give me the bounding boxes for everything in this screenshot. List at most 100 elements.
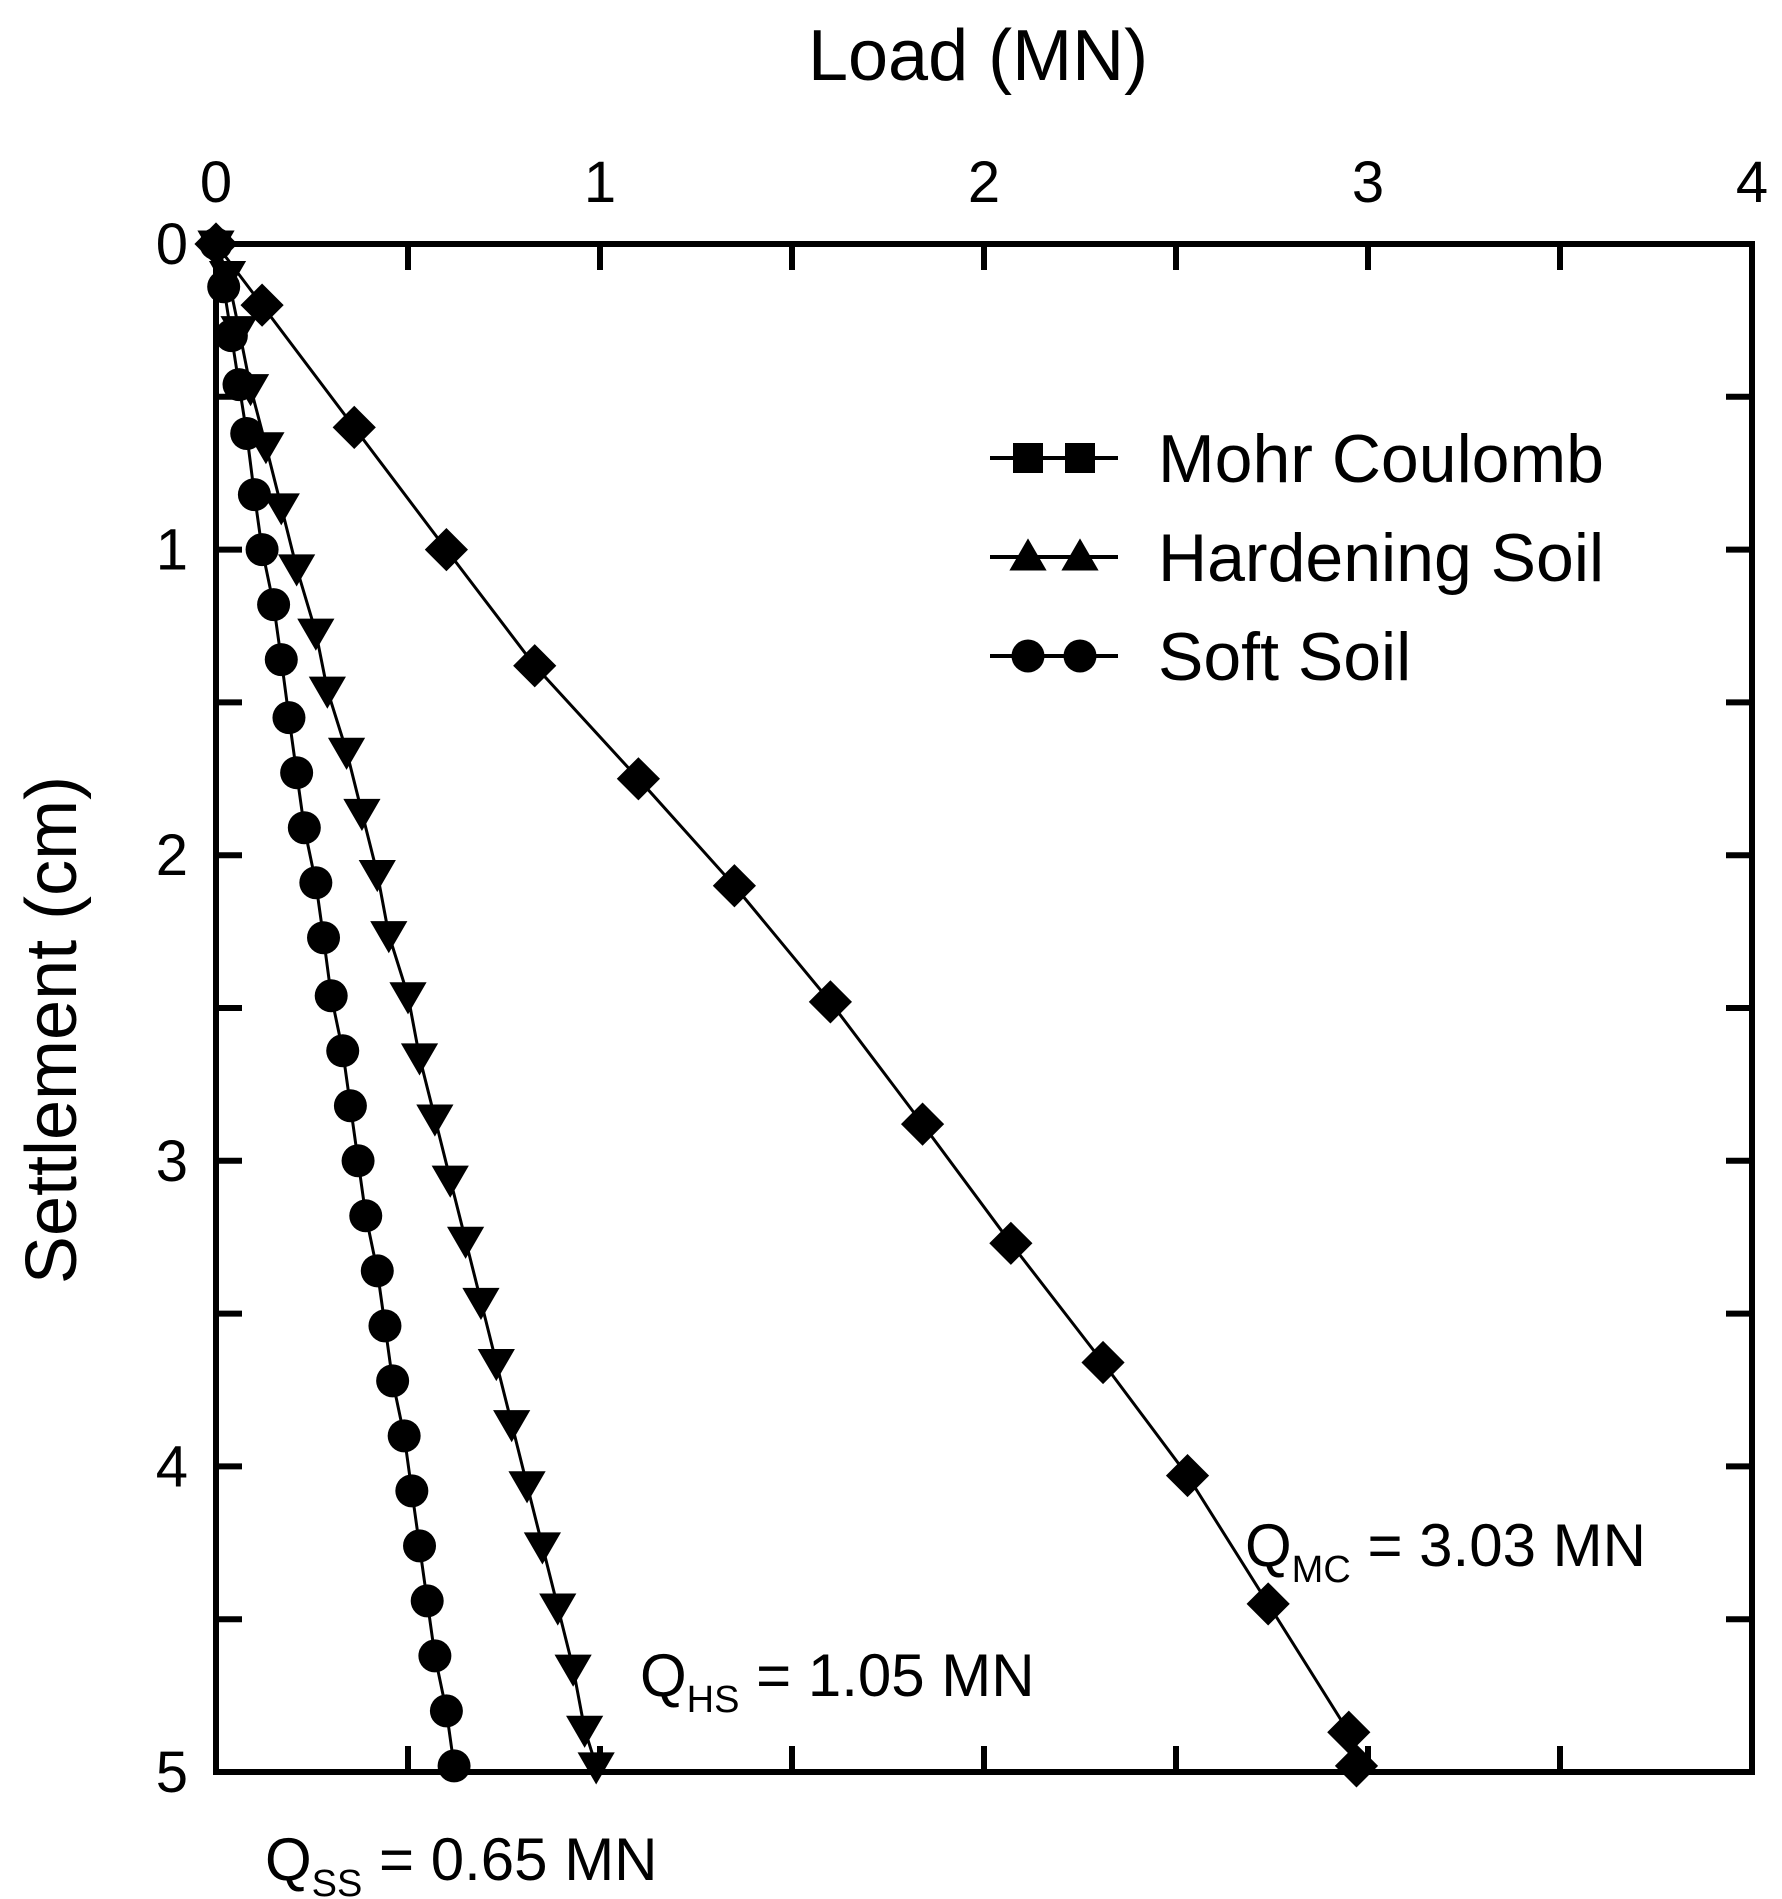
legend-entry-mohr-coulomb: Mohr Coulomb xyxy=(990,421,1604,497)
data-point-soft-soil xyxy=(418,1639,452,1673)
data-point-soft-soil xyxy=(230,416,264,450)
capacity-annotation: QSS = 0.65 MN xyxy=(265,1826,658,1899)
data-point-hardening-soil xyxy=(462,1287,500,1320)
data-point-hardening-soil xyxy=(566,1715,604,1748)
data-point-mohr-coulomb xyxy=(989,1221,1033,1265)
data-point-hardening-soil xyxy=(477,1348,515,1382)
x-tick-label: 2 xyxy=(968,150,1000,215)
data-point-hardening-soil xyxy=(358,860,396,893)
data-point-soft-soil xyxy=(437,1749,471,1783)
data-point-hardening-soil xyxy=(297,618,335,651)
y-axis-title: Settlement (cm) xyxy=(12,776,92,1284)
y-tick-label: 1 xyxy=(156,518,188,583)
data-point-soft-soil xyxy=(287,811,321,845)
data-point-soft-soil xyxy=(333,1089,367,1123)
y-tick-label: 3 xyxy=(156,1129,188,1194)
legend-marker-mohr-coulomb xyxy=(1013,443,1043,473)
annotation-symbol: Q xyxy=(265,1826,312,1893)
legend-label-hardening-soil: Hardening Soil xyxy=(1158,520,1604,596)
data-point-mohr-coulomb xyxy=(1165,1453,1210,1498)
data-point-soft-soil xyxy=(280,756,314,790)
data-point-hardening-soil xyxy=(554,1654,592,1687)
data-point-hardening-soil xyxy=(416,1104,454,1137)
data-point-hardening-soil xyxy=(389,982,427,1015)
series-layer xyxy=(194,222,1379,1788)
data-point-mohr-coulomb xyxy=(712,864,756,908)
data-point-soft-soil xyxy=(314,979,348,1013)
series-soft-soil xyxy=(199,227,471,1783)
data-point-mohr-coulomb xyxy=(616,757,660,801)
y-tick-label: 4 xyxy=(156,1434,188,1499)
annotation-symbol: Q xyxy=(1245,1512,1292,1579)
data-point-soft-soil xyxy=(395,1474,429,1508)
annotation-value: = 3.03 MN xyxy=(1351,1512,1646,1579)
data-point-hardening-soil xyxy=(278,554,316,587)
legend-entry-soft-soil: Soft Soil xyxy=(990,619,1411,695)
data-point-soft-soil xyxy=(207,270,241,304)
data-point-soft-soil xyxy=(360,1254,394,1288)
legend-entry-hardening-soil: Hardening Soil xyxy=(990,520,1604,596)
y-tick-label: 2 xyxy=(156,823,188,888)
annotation-value: = 1.05 MN xyxy=(739,1642,1034,1709)
data-point-soft-soil xyxy=(245,533,279,567)
annotation-subscript: HS xyxy=(687,1679,740,1721)
capacity-annotation: QHS = 1.05 MN xyxy=(640,1642,1035,1721)
data-point-mohr-coulomb xyxy=(1334,1744,1379,1788)
x-tick-label: 3 xyxy=(1352,150,1384,215)
data-point-soft-soil xyxy=(410,1584,444,1618)
data-point-mohr-coulomb xyxy=(1246,1582,1290,1626)
annotation-symbol: Q xyxy=(640,1642,687,1709)
data-point-hardening-soil xyxy=(539,1593,577,1626)
data-point-soft-soil xyxy=(387,1419,421,1453)
data-point-hardening-soil xyxy=(308,676,346,709)
y-tick-label: 5 xyxy=(156,1740,188,1805)
plot-frame xyxy=(213,241,1755,1775)
annotation-subscript: SS xyxy=(312,1863,363,1899)
x-tick-label: 0 xyxy=(200,150,232,215)
data-point-mohr-coulomb xyxy=(900,1102,945,1146)
data-point-hardening-soil xyxy=(493,1410,531,1443)
legend-marker-mohr-coulomb xyxy=(1065,443,1095,473)
data-point-soft-soil xyxy=(349,1199,383,1233)
x-axis-title: Load (MN) xyxy=(808,16,1148,96)
data-point-mohr-coulomb xyxy=(424,528,468,572)
x-tick-label: 4 xyxy=(1736,150,1768,215)
data-point-mohr-coulomb xyxy=(513,644,557,688)
data-point-soft-soil xyxy=(326,1034,360,1068)
data-point-soft-soil xyxy=(376,1364,410,1398)
data-point-hardening-soil xyxy=(447,1226,485,1259)
data-point-mohr-coulomb xyxy=(808,980,852,1024)
y-tick-label: 0 xyxy=(156,212,188,277)
data-point-soft-soil xyxy=(237,478,271,512)
data-point-soft-soil xyxy=(429,1694,463,1728)
data-point-soft-soil xyxy=(222,368,256,402)
data-point-soft-soil xyxy=(403,1529,437,1563)
legend: Mohr Coulomb Hardening Soil Soft Soil xyxy=(990,421,1604,695)
tick-labels-layer: 0 1 2 3 4 0 1 2 3 4 5 xyxy=(156,150,1768,1805)
data-point-mohr-coulomb xyxy=(1081,1340,1125,1385)
data-point-soft-soil xyxy=(264,643,298,677)
data-point-hardening-soil xyxy=(343,798,381,832)
data-point-soft-soil xyxy=(307,921,341,955)
legend-marker-soft-soil xyxy=(1011,639,1045,673)
data-point-soft-soil xyxy=(299,866,333,900)
data-point-hardening-soil xyxy=(400,1043,439,1076)
data-point-hardening-soil xyxy=(431,1165,469,1198)
data-point-hardening-soil xyxy=(327,737,366,770)
legend-label-mohr-coulomb: Mohr Coulomb xyxy=(1158,421,1604,497)
data-point-hardening-soil xyxy=(523,1532,561,1565)
legend-marker-hardening-soil xyxy=(1061,538,1099,571)
data-point-hardening-soil xyxy=(508,1471,546,1504)
x-tick-label: 1 xyxy=(584,150,616,215)
data-point-soft-soil xyxy=(272,701,306,735)
data-point-hardening-soil xyxy=(370,921,408,954)
data-point-soft-soil xyxy=(257,588,291,622)
series-mohr-coulomb xyxy=(194,222,1379,1788)
data-point-hardening-soil xyxy=(262,493,300,526)
annotation-subscript: MC xyxy=(1292,1549,1351,1591)
legend-marker-hardening-soil xyxy=(1009,538,1047,571)
legend-label-soft-soil: Soft Soil xyxy=(1158,619,1411,695)
